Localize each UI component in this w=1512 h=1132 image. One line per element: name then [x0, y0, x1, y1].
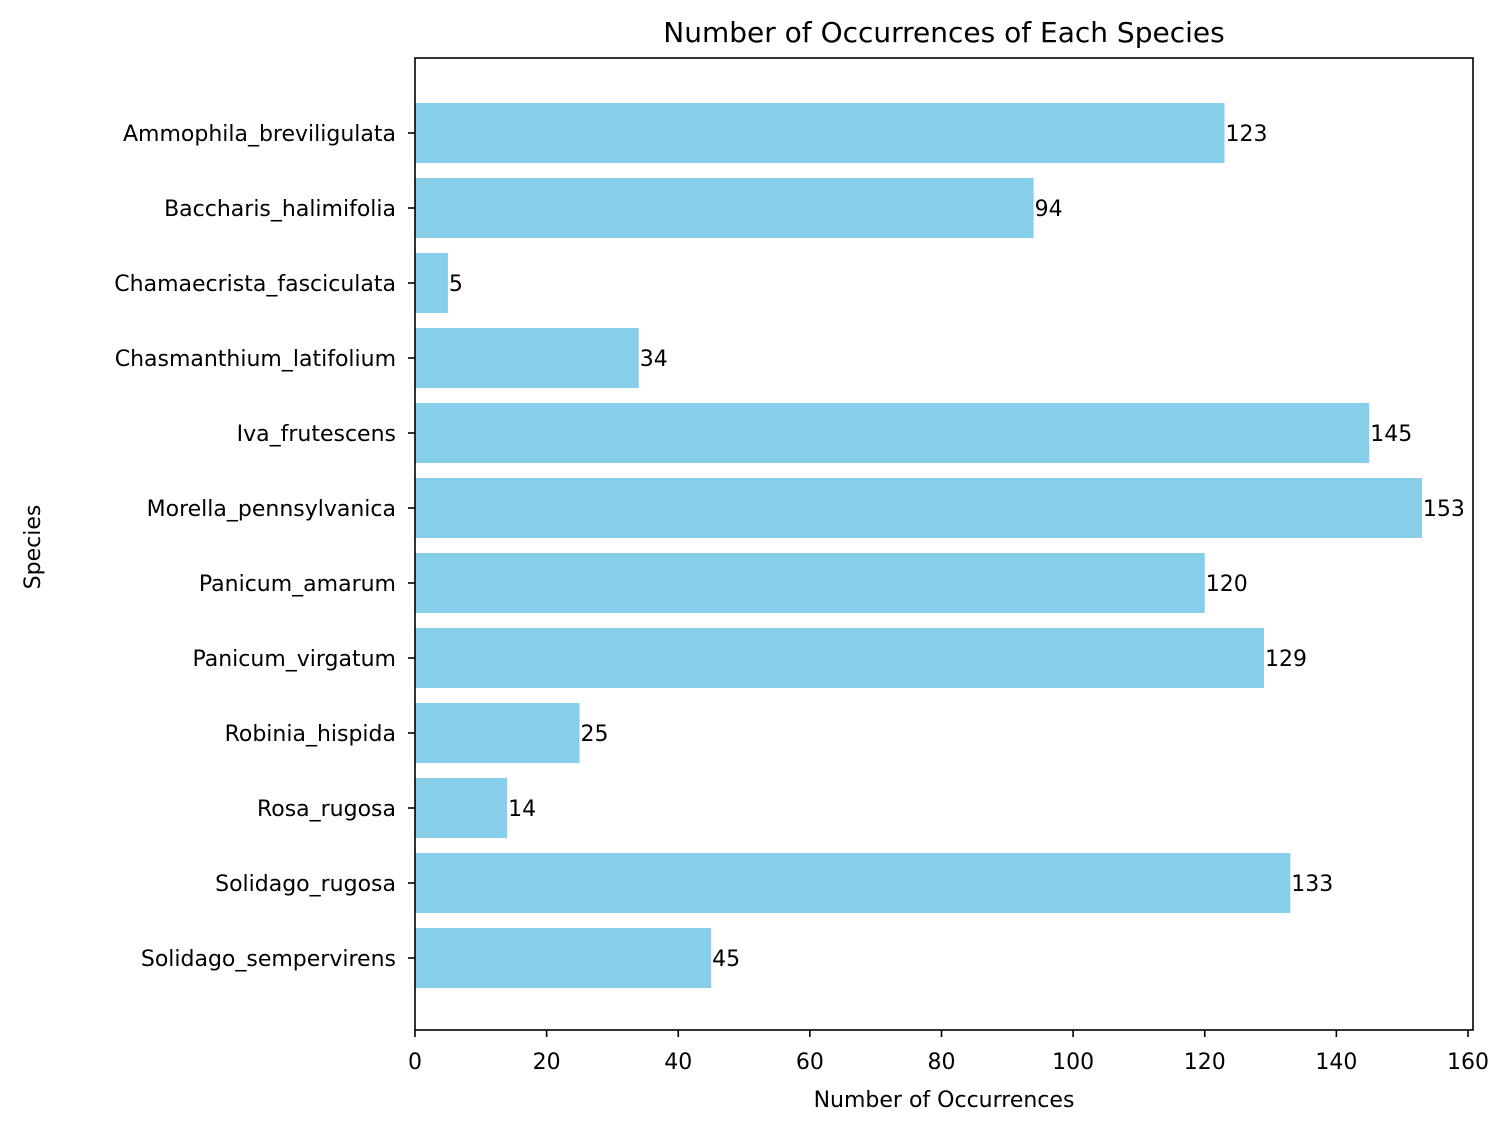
bar-Morella_pennsylvanica — [415, 478, 1422, 538]
plot-frame — [414, 57, 1474, 1031]
value-label-Ammophila_breviligulata: 123 — [1225, 122, 1267, 147]
y-axis-ticks: Ammophila_breviligulata Baccharis_halimif… — [114, 122, 415, 972]
x-tick-label-0: 0 — [408, 1050, 422, 1075]
bars-group — [415, 103, 1422, 988]
y-tick-label-Chamaecrista_fasciculata: Chamaecrista_fasciculata — [114, 272, 396, 297]
y-tick-label-Chasmanthium_latifolium: Chasmanthium_latifolium — [115, 347, 396, 372]
value-label-Robinia_hispida: 25 — [581, 722, 609, 747]
y-tick-label-Panicum_amarum: Panicum_amarum — [199, 572, 396, 597]
bar-Chamaecrista_fasciculata — [415, 253, 448, 313]
x-tick-label-140: 140 — [1315, 1050, 1357, 1075]
x-axis-label: Number of Occurrences — [814, 1088, 1075, 1113]
value-label-Chamaecrista_fasciculata: 5 — [449, 272, 463, 297]
y-axis-label: Species — [21, 505, 46, 590]
value-label-Panicum_amarum: 120 — [1206, 572, 1248, 597]
bar-Iva_frutescens — [415, 403, 1370, 463]
y-tick-label-Panicum_virgatum: Panicum_virgatum — [192, 647, 396, 672]
bar-Panicum_amarum — [415, 553, 1205, 613]
y-tick-label-Solidago_rugosa: Solidago_rugosa — [215, 872, 396, 897]
value-label-Baccharis_halimifolia: 94 — [1035, 197, 1063, 222]
value-label-Panicum_virgatum: 129 — [1265, 647, 1307, 672]
bar-Rosa_rugosa — [415, 778, 508, 838]
value-label-Solidago_sempervirens: 45 — [712, 947, 740, 972]
x-tick-label-60: 60 — [796, 1050, 824, 1075]
y-tick-label-Rosa_rugosa: Rosa_rugosa — [257, 797, 396, 822]
y-tick-label-Ammophila_breviligulata: Ammophila_breviligulata — [123, 122, 396, 147]
x-tick-label-160: 160 — [1447, 1050, 1489, 1075]
value-label-Morella_pennsylvanica: 153 — [1423, 497, 1465, 522]
bar-Solidago_rugosa — [415, 853, 1291, 913]
bar-Robinia_hispida — [415, 703, 580, 763]
value-label-Rosa_rugosa: 14 — [508, 797, 536, 822]
x-axis-ticks: 0 20 40 60 80 100 120 140 160 — [408, 1030, 1489, 1075]
x-tick-label-20: 20 — [533, 1050, 561, 1075]
value-label-Iva_frutescens: 145 — [1370, 422, 1412, 447]
bar-Baccharis_halimifolia — [415, 178, 1034, 238]
y-tick-label-Solidago_sempervirens: Solidago_sempervirens — [141, 947, 396, 972]
bar-Solidago_sempervirens — [415, 928, 712, 988]
x-tick-label-120: 120 — [1184, 1050, 1226, 1075]
value-label-Solidago_rugosa: 133 — [1291, 872, 1333, 897]
y-tick-label-Morella_pennsylvanica: Morella_pennsylvanica — [147, 497, 396, 522]
x-tick-label-40: 40 — [664, 1050, 692, 1075]
y-tick-label-Baccharis_halimifolia: Baccharis_halimifolia — [164, 197, 396, 222]
bar-Panicum_virgatum — [415, 628, 1264, 688]
y-tick-label-Robinia_hispida: Robinia_hispida — [225, 722, 396, 747]
value-labels-group: 123 94 5 34 145 153 120 129 25 14 133 45 — [449, 122, 1465, 972]
bar-Chasmanthium_latifolium — [415, 328, 639, 388]
x-tick-label-100: 100 — [1052, 1050, 1094, 1075]
chart-title: Number of Occurrences of Each Species — [663, 16, 1224, 49]
y-tick-label-Iva_frutescens: Iva_frutescens — [237, 422, 396, 447]
x-tick-label-80: 80 — [928, 1050, 956, 1075]
bar-Ammophila_breviligulata — [415, 103, 1225, 163]
value-label-Chasmanthium_latifolium: 34 — [640, 347, 668, 372]
